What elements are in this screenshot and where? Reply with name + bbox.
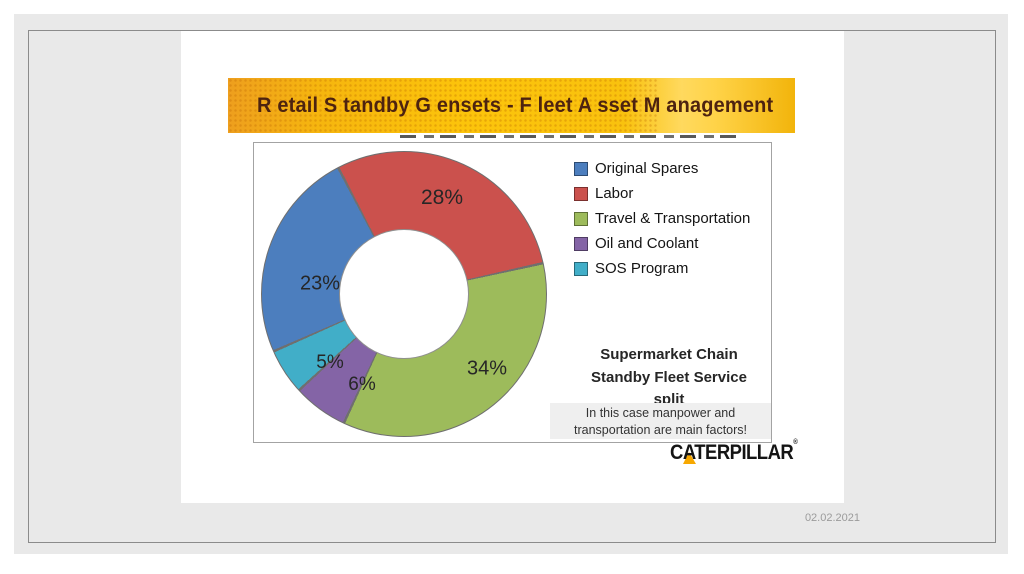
- slice-label-sos: 5%: [316, 352, 344, 373]
- slide: R etail S tandby G ensets - F leet A sse…: [181, 31, 844, 503]
- legend-swatch-sos: [574, 261, 588, 276]
- slice-label-labor: 28%: [420, 186, 464, 209]
- caterpillar-triangle-icon: [683, 452, 696, 464]
- chart-legend: Original Spares Labor Travel & Transport…: [574, 156, 750, 281]
- registered-mark: ®: [793, 439, 798, 446]
- legend-swatch-labor: [574, 186, 588, 201]
- legend-label: Original Spares: [595, 160, 699, 177]
- caterpillar-logo: CATERPILLAR®: [670, 439, 815, 464]
- legend-item-original-spares: Original Spares: [574, 156, 750, 181]
- slide-frame-border: [28, 30, 996, 543]
- legend-label: SOS Program: [595, 260, 689, 277]
- chart-container: 28% 23% 34% 6% 5% Original Spares Labor …: [253, 142, 772, 443]
- slice-label-original-spares: 23%: [299, 272, 341, 295]
- slide-title: R etail S tandby G ensets - F leet A sse…: [257, 94, 774, 117]
- legend-swatch-travel: [574, 211, 588, 226]
- legend-item-sos: SOS Program: [574, 256, 750, 281]
- legend-label: Travel & Transportation: [595, 210, 751, 227]
- slide-date: 02.02.2021: [804, 512, 860, 524]
- title-banner: R etail S tandby G ensets - F leet A sse…: [228, 78, 795, 133]
- donut-chart: 28% 23% 34% 6% 5%: [261, 151, 547, 437]
- dashed-line-artifact: [400, 135, 740, 138]
- donut-hole: [339, 229, 469, 359]
- caterpillar-logo-text: CATERPILLAR®: [670, 439, 798, 464]
- legend-swatch-original-spares: [574, 161, 588, 176]
- legend-item-travel: Travel & Transportation: [574, 206, 750, 231]
- legend-item-labor: Labor: [574, 181, 750, 206]
- slice-label-travel: 34%: [466, 357, 508, 380]
- legend-item-oil: Oil and Coolant: [574, 231, 750, 256]
- legend-label: Labor: [595, 185, 634, 202]
- chart-annotation-title: Supermarket Chain Standby Fleet Service …: [591, 346, 747, 408]
- slice-label-oil: 6%: [348, 374, 376, 395]
- legend-swatch-oil: [574, 236, 588, 251]
- chart-annotation-note: In this case manpower and transportation…: [550, 403, 771, 439]
- legend-label: Oil and Coolant: [595, 235, 699, 252]
